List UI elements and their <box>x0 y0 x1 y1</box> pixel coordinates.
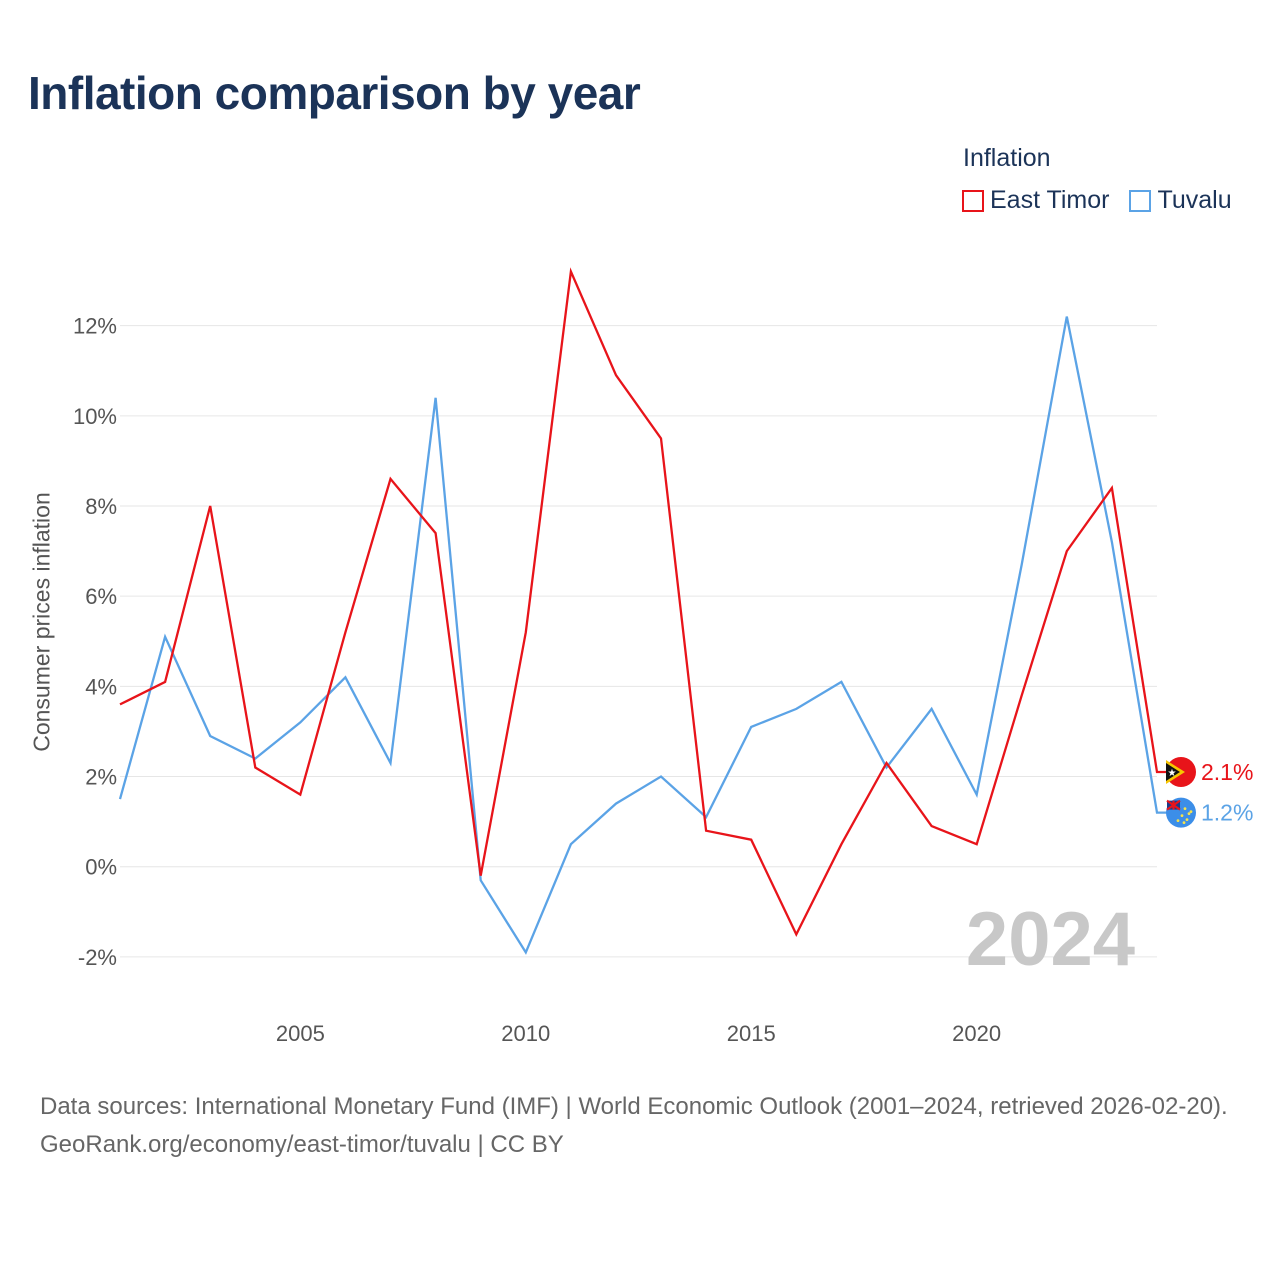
x-tick-label: 2020 <box>952 1021 1001 1046</box>
y-ticks: -2% 0% 2% 4% 6% 8% 10% 12% <box>73 314 117 970</box>
y-tick-label: 6% <box>85 584 117 609</box>
flag-star <box>1180 814 1184 818</box>
end-label-east-timor: 2.1% <box>1201 759 1253 785</box>
legend: East Timor Tuvalu <box>962 186 1232 215</box>
legend-label-east-timor: East Timor <box>990 186 1110 214</box>
flag-icon-tuvalu <box>1166 797 1196 828</box>
y-tick-label: -2% <box>78 945 117 970</box>
legend-item-tuvalu[interactable]: Tuvalu <box>1129 186 1232 215</box>
flag-star <box>1185 818 1189 822</box>
series-line-east-timor <box>119 267 1169 938</box>
legend-swatch-tuvalu <box>1129 189 1152 212</box>
y-tick-label: 10% <box>73 404 117 429</box>
svg-text:★: ★ <box>1168 768 1177 779</box>
y-tick-label: 0% <box>85 855 117 880</box>
data-sources: Data sources: International Monetary Fun… <box>40 1093 1228 1120</box>
x-tick-label: 2010 <box>501 1021 550 1046</box>
end-markers: ★ 2.1% 1.2% <box>1166 757 1253 828</box>
flag-star <box>1176 819 1180 823</box>
series-lines <box>118 267 1169 955</box>
legend-label-tuvalu: Tuvalu <box>1157 186 1232 214</box>
year-watermark: 2024 <box>966 897 1135 982</box>
grid-lines <box>120 325 1157 958</box>
legend-swatch-east-timor <box>962 189 984 212</box>
chart-title: Inflation comparison by year <box>28 67 641 119</box>
flag-star <box>1182 821 1186 825</box>
y-tick-label: 4% <box>85 674 117 699</box>
y-tick-label: 8% <box>85 494 117 519</box>
y-tick-label: 2% <box>85 765 117 790</box>
attribution-link[interactable]: GeoRank.org/economy/east-timor/tuvalu | … <box>40 1131 564 1158</box>
flag-star <box>1183 807 1187 811</box>
flag-icon-east-timor: ★ <box>1166 757 1196 788</box>
x-tick-label: 2015 <box>727 1021 776 1046</box>
footer: Data sources: International Monetary Fun… <box>40 1088 1250 1164</box>
series-line-tuvalu <box>118 316 1169 955</box>
y-tick-label: 12% <box>73 314 117 339</box>
end-label-tuvalu: 1.2% <box>1201 800 1253 826</box>
legend-item-east-timor[interactable]: East Timor <box>962 186 1109 215</box>
x-ticks: 2005 2010 2015 2020 <box>276 1021 1001 1046</box>
flag-star <box>1189 810 1193 814</box>
legend-title: Inflation <box>963 144 1051 172</box>
x-tick-label: 2005 <box>276 1021 325 1046</box>
flag-star <box>1187 812 1191 816</box>
